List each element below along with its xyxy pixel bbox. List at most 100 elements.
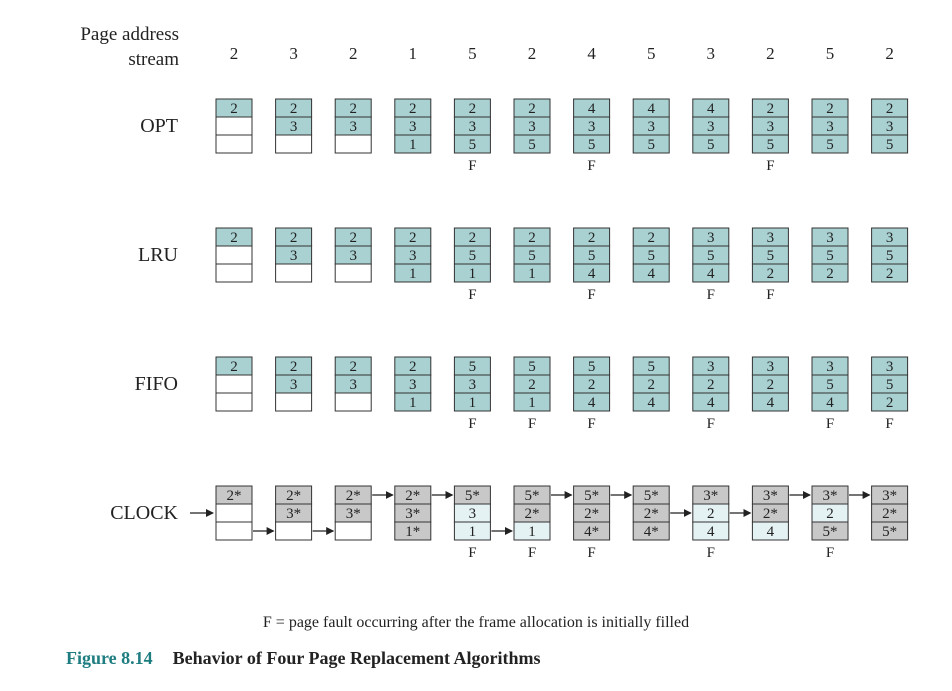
frame-cell: [871, 392, 909, 412]
frame-box: 2: [215, 98, 253, 154]
frame-box: 2 5 1: [513, 227, 551, 283]
frame-value: 3: [707, 119, 715, 135]
frame-value: 5*: [882, 524, 897, 540]
frame-box: 2 5 4: [632, 227, 670, 283]
frame-cell: [215, 521, 253, 541]
frame-box: 5* 2* 4*: [632, 485, 670, 541]
frame-box: 3* 2* 4: [751, 485, 789, 541]
page-fault-marker: F: [528, 416, 536, 432]
frame-value: 1*: [405, 524, 420, 540]
page-fault-marker: F: [468, 287, 476, 303]
frame-value: 3: [409, 248, 417, 264]
frame-value: 4: [707, 395, 715, 411]
frame-cell: [692, 263, 730, 283]
frame-value: 5*: [584, 488, 599, 504]
frame-value: 2: [886, 266, 894, 282]
page-fault-marker: F: [587, 416, 595, 432]
frame-value: 2*: [644, 506, 659, 522]
frame-box: 2: [215, 227, 253, 283]
algorithm-label: OPT: [140, 115, 178, 137]
stream-value: 3: [289, 44, 298, 63]
frame-cell: [692, 521, 730, 541]
frame-cell: [811, 521, 849, 541]
frame-box: 2 5 1: [453, 227, 491, 283]
frame-box: 5 2 4: [632, 356, 670, 412]
frame-value: 5: [469, 248, 477, 264]
frame-value: 3*: [763, 488, 778, 504]
frame-value: 5: [826, 137, 834, 153]
stream-label-line1: Page address: [80, 24, 179, 45]
frame-box: 3 5 2: [751, 227, 789, 283]
frame-value: 2: [230, 101, 238, 117]
frame-value: 3: [290, 248, 298, 264]
frame-cell: [453, 134, 491, 154]
frame-value: 3: [528, 119, 536, 135]
frame-value: 1: [528, 266, 536, 282]
page-fault-marker: F: [826, 545, 834, 561]
frame-value: 5: [647, 359, 655, 375]
frame-cell: [215, 245, 253, 265]
frame-box: 2* 3* 1*: [394, 485, 432, 541]
stream-value: 4: [587, 44, 596, 63]
frame-cell: [453, 521, 491, 541]
frame-value: 3: [349, 377, 357, 393]
frame-value: 2: [290, 101, 298, 117]
frame-value: 5: [528, 137, 536, 153]
frame-cell: [275, 263, 313, 283]
frame-value: 2: [528, 230, 536, 246]
frame-value: 2*: [405, 488, 420, 504]
frame-value: 4: [588, 101, 596, 117]
frame-value: 2: [230, 359, 238, 375]
frame-value: 2: [647, 377, 655, 393]
frame-cell: [573, 392, 611, 412]
frame-value: 4: [647, 266, 655, 282]
frame-value: 5: [528, 359, 536, 375]
frame-box: 23: [334, 356, 372, 412]
frame-value: 3: [886, 119, 894, 135]
frame-cell: [394, 263, 432, 283]
frame-box: 23: [334, 227, 372, 283]
frame-box: 2 3 5: [751, 98, 789, 154]
frame-value: 5: [826, 248, 834, 264]
frame-box: 3 5 4: [811, 356, 849, 412]
frame-cell: [453, 263, 491, 283]
frame-value: 5: [528, 248, 536, 264]
frame-value: 5: [826, 377, 834, 393]
frame-cell: [513, 392, 551, 412]
frame-cell: [811, 392, 849, 412]
frame-cell: [751, 392, 789, 412]
frame-box: 3 2 4: [751, 356, 789, 412]
frame-value: 2: [469, 230, 477, 246]
frame-value: 3: [588, 119, 596, 135]
frame-value: 5*: [465, 488, 480, 504]
frame-cell: [811, 134, 849, 154]
frame-value: 4*: [644, 524, 659, 540]
frame-box: 3 2 4: [692, 356, 730, 412]
algorithm-label: FIFO: [135, 373, 178, 395]
frame-box: 2 3 5: [871, 98, 909, 154]
frame-value: 2*: [525, 506, 540, 522]
frame-cell: [275, 392, 313, 412]
frame-value: 3*: [823, 488, 838, 504]
frame-value: 2: [230, 230, 238, 246]
frame-value: 2: [767, 101, 775, 117]
frame-value: 2: [409, 230, 417, 246]
frame-value: 2: [707, 377, 715, 393]
frame-cell: [215, 263, 253, 283]
frame-value: 1: [409, 137, 417, 153]
frame-cell: [394, 134, 432, 154]
frame-cell: [573, 134, 611, 154]
stream-value: 2: [766, 44, 775, 63]
frame-value: 2: [409, 101, 417, 117]
frame-cell: [215, 503, 253, 523]
frame-cell: [334, 521, 372, 541]
frame-box: 2 3 5: [453, 98, 491, 154]
frame-value: 1: [469, 266, 477, 282]
page-fault-marker: F: [707, 545, 715, 561]
frame-box: 2 5 4: [573, 227, 611, 283]
page-fault-marker: F: [587, 287, 595, 303]
frame-value: 3*: [882, 488, 897, 504]
frame-value: 3: [290, 119, 298, 135]
fault-footnote: F = page fault occurring after the frame…: [262, 614, 690, 631]
